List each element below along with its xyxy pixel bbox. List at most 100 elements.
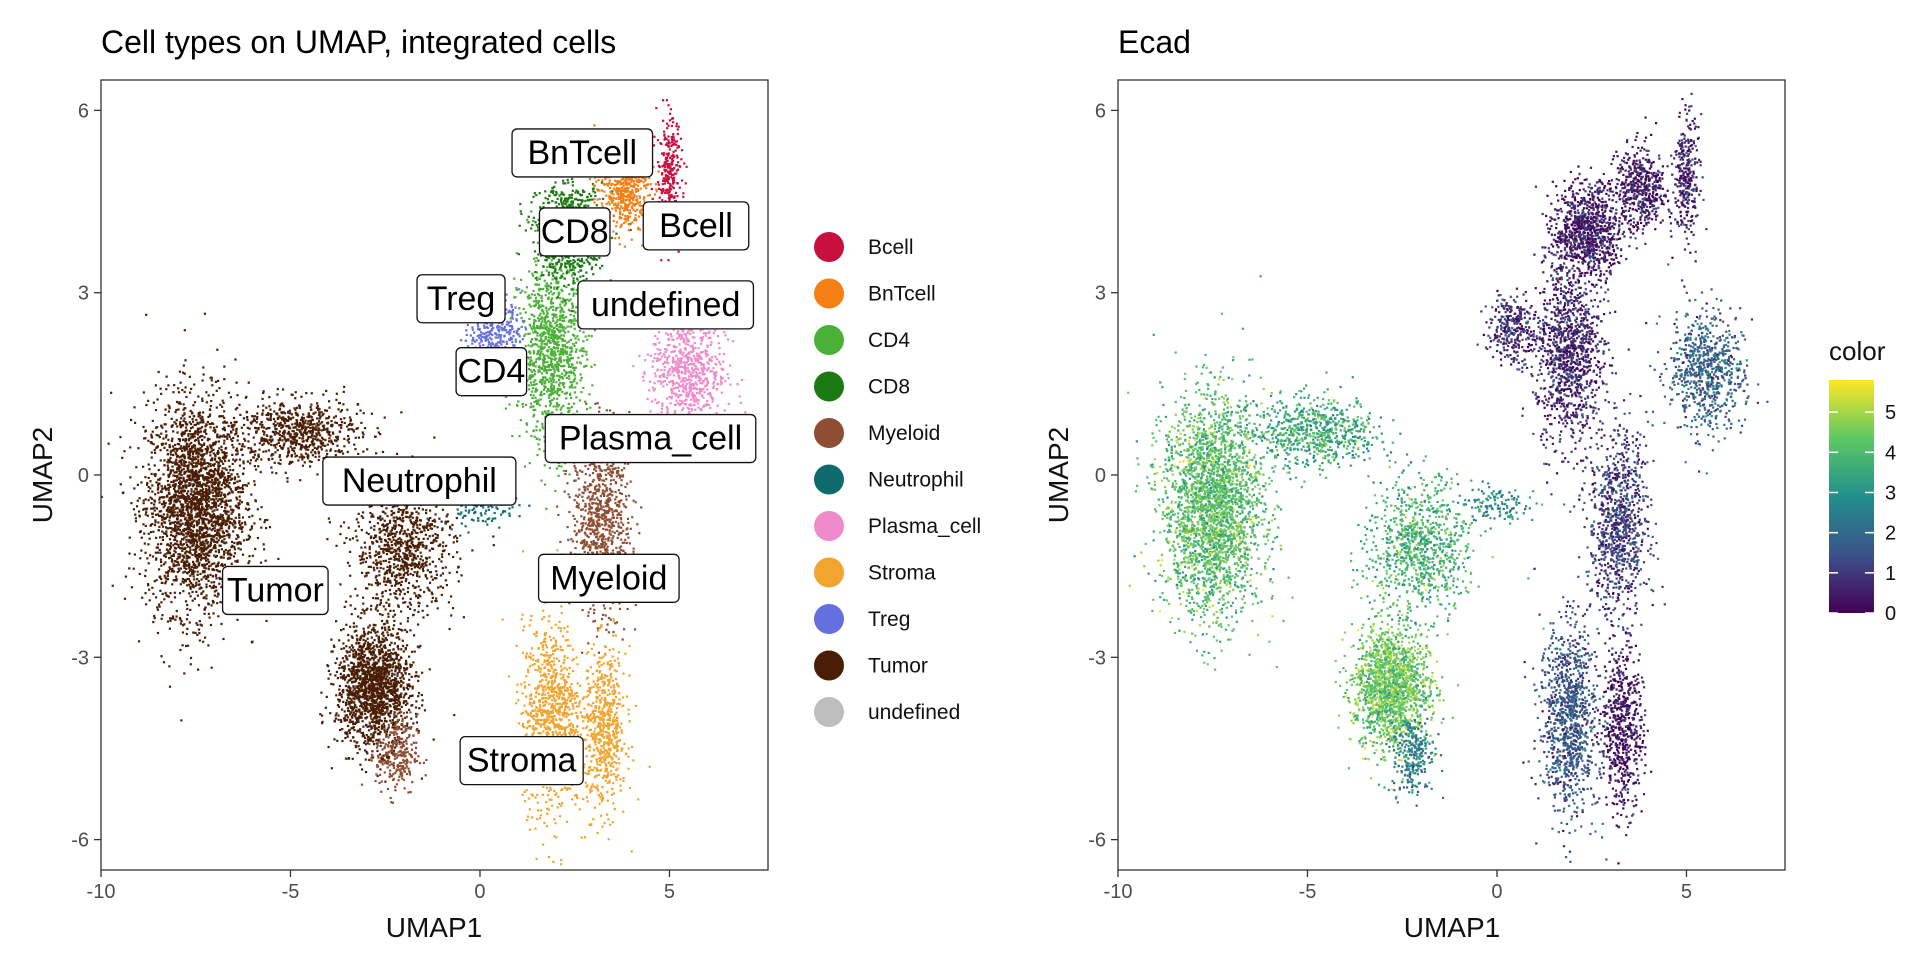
point xyxy=(182,511,185,514)
point xyxy=(182,542,185,546)
point xyxy=(209,405,212,408)
point xyxy=(348,691,352,694)
point xyxy=(241,487,244,491)
point xyxy=(183,536,186,539)
point xyxy=(166,594,169,598)
point xyxy=(370,689,373,692)
point xyxy=(168,405,171,408)
point xyxy=(225,452,228,455)
point xyxy=(377,706,380,709)
point xyxy=(379,652,382,656)
point xyxy=(216,348,219,351)
point xyxy=(183,372,186,375)
point xyxy=(190,411,194,414)
point xyxy=(235,458,238,461)
point xyxy=(219,517,222,521)
point xyxy=(391,698,394,701)
point xyxy=(236,394,239,397)
point xyxy=(351,636,354,639)
point xyxy=(364,560,368,564)
point xyxy=(204,447,207,451)
point xyxy=(232,436,235,440)
point xyxy=(186,584,189,587)
point xyxy=(192,450,196,453)
point xyxy=(152,592,155,595)
point xyxy=(193,478,196,481)
point xyxy=(197,545,201,548)
point xyxy=(216,528,219,531)
point xyxy=(219,536,222,539)
point xyxy=(186,492,189,495)
point xyxy=(160,655,163,658)
point xyxy=(362,734,366,737)
point xyxy=(188,443,191,446)
point xyxy=(166,464,169,467)
point xyxy=(179,425,182,429)
point xyxy=(147,499,150,502)
point xyxy=(339,661,342,664)
point xyxy=(200,592,203,595)
point xyxy=(199,623,202,626)
point xyxy=(207,489,211,492)
point xyxy=(330,767,333,770)
point xyxy=(163,485,167,488)
point xyxy=(409,519,412,522)
point xyxy=(220,622,223,626)
point xyxy=(233,545,236,549)
point xyxy=(238,499,242,502)
point xyxy=(395,580,398,583)
point xyxy=(172,562,175,565)
point xyxy=(217,539,220,542)
point xyxy=(168,544,171,547)
point xyxy=(376,561,379,564)
point xyxy=(223,534,226,538)
point xyxy=(343,710,346,713)
point xyxy=(352,686,355,689)
point xyxy=(168,472,172,475)
point xyxy=(445,544,448,547)
point xyxy=(193,501,196,504)
point xyxy=(349,595,352,598)
point xyxy=(185,567,188,570)
point xyxy=(185,464,188,468)
point xyxy=(379,547,383,550)
point xyxy=(347,685,350,688)
point xyxy=(327,517,330,520)
point xyxy=(175,579,178,582)
point xyxy=(353,740,356,743)
point xyxy=(388,682,391,685)
point xyxy=(394,565,398,568)
point xyxy=(206,542,209,545)
point xyxy=(219,434,222,438)
point xyxy=(419,558,422,561)
point xyxy=(371,628,374,631)
point xyxy=(367,532,370,536)
point xyxy=(397,510,400,514)
point xyxy=(173,471,176,474)
point xyxy=(221,563,224,566)
point xyxy=(180,490,183,493)
point xyxy=(168,483,171,486)
point xyxy=(366,632,370,635)
point xyxy=(190,501,194,504)
point xyxy=(205,567,208,570)
point xyxy=(381,725,384,728)
point xyxy=(180,532,183,536)
point xyxy=(217,592,220,595)
point xyxy=(211,502,214,505)
point xyxy=(195,450,198,453)
point xyxy=(215,477,218,480)
point xyxy=(129,418,133,422)
point xyxy=(415,519,418,522)
point xyxy=(357,652,360,655)
point xyxy=(173,493,176,497)
point xyxy=(220,548,224,551)
point xyxy=(380,666,384,669)
point xyxy=(222,478,226,481)
point xyxy=(214,524,217,527)
point xyxy=(160,424,163,427)
point xyxy=(144,524,147,528)
point xyxy=(358,710,361,713)
point xyxy=(194,479,197,482)
point xyxy=(407,548,410,552)
